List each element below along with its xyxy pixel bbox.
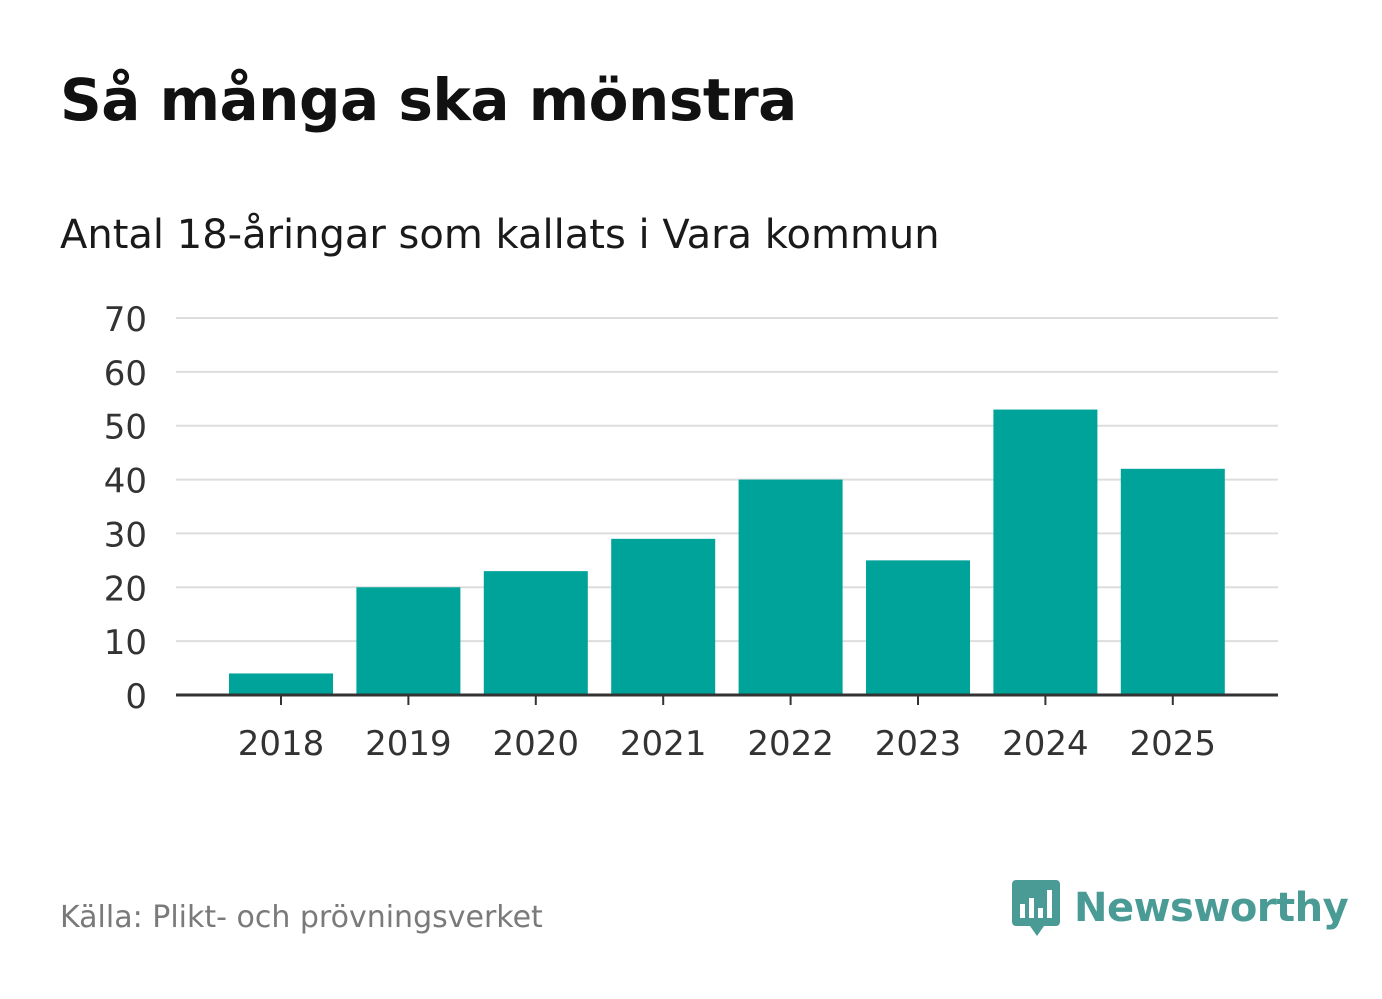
y-tick-label: 50 bbox=[104, 408, 147, 448]
bar-2019 bbox=[356, 587, 461, 695]
chart-title: Så många ska mönstra bbox=[60, 66, 797, 134]
bar-2022 bbox=[738, 479, 843, 695]
x-tick-label: 2025 bbox=[1130, 724, 1217, 764]
y-tick-label: 20 bbox=[104, 569, 147, 609]
bar-2021 bbox=[611, 538, 716, 695]
y-tick-label: 10 bbox=[104, 623, 147, 663]
bar-2018 bbox=[229, 673, 333, 695]
y-tick-label: 30 bbox=[104, 515, 147, 555]
x-axis-ticks: 2018 2019 2020 2021 2022 2023 2024 2025 bbox=[238, 695, 1216, 764]
bar-2024 bbox=[993, 409, 1098, 695]
source-note: Källa: Plikt- och prövningsverket bbox=[60, 900, 543, 935]
brand-name: Newsworthy bbox=[1074, 885, 1349, 931]
chart-subtitle: Antal 18-åringar som kallats i Vara komm… bbox=[60, 212, 940, 258]
y-tick-label: 70 bbox=[104, 300, 147, 340]
x-tick-label: 2018 bbox=[238, 724, 325, 764]
bars bbox=[229, 409, 1225, 695]
y-tick-label: 0 bbox=[125, 677, 147, 717]
newsworthy-logo-icon bbox=[1012, 880, 1060, 936]
x-tick-label: 2020 bbox=[493, 724, 580, 764]
x-tick-label: 2024 bbox=[1002, 724, 1089, 764]
bar-2025 bbox=[1120, 468, 1225, 695]
brand-logo: Newsworthy bbox=[1010, 878, 1349, 938]
y-axis-ticks: 0 10 20 30 40 50 60 70 bbox=[104, 300, 147, 717]
x-tick-label: 2021 bbox=[620, 724, 707, 764]
x-tick-label: 2019 bbox=[365, 724, 452, 764]
y-tick-label: 40 bbox=[104, 462, 147, 502]
x-tick-label: 2023 bbox=[875, 724, 962, 764]
x-tick-label: 2022 bbox=[747, 724, 834, 764]
bar-2023 bbox=[866, 560, 970, 695]
gridlines bbox=[176, 317, 1278, 643]
bar-2020 bbox=[483, 571, 588, 695]
y-tick-label: 60 bbox=[104, 354, 147, 394]
